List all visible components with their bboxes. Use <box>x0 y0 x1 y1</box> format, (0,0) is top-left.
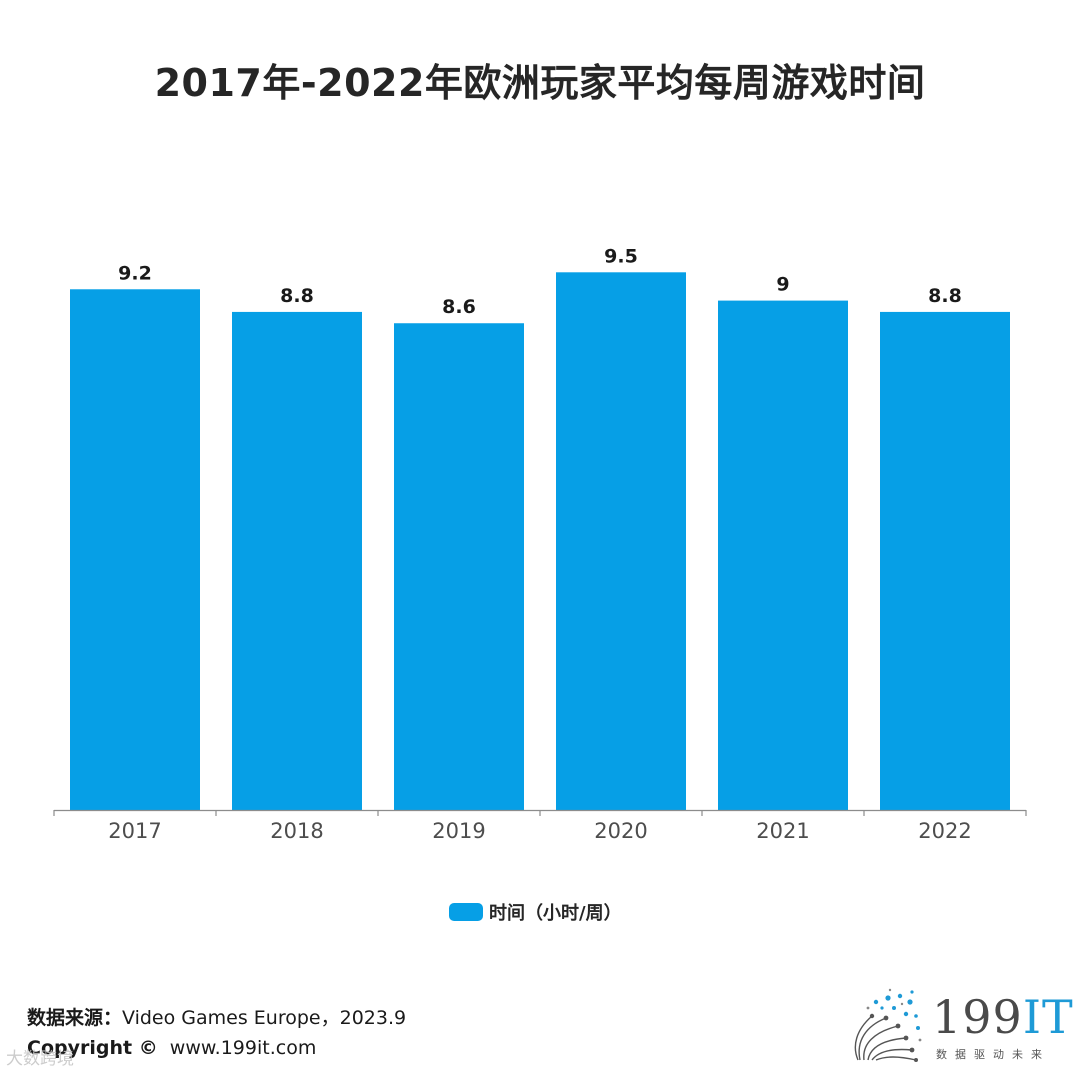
brand-logo: 199IT 数据驱动未来 <box>846 986 1073 1070</box>
x-tick-label-2019: 2019 <box>432 819 485 843</box>
logo-name-accent: IT <box>1022 990 1074 1044</box>
legend-swatch <box>449 903 483 921</box>
legend: 时间（小时/周） <box>449 898 622 926</box>
bar-2020 <box>556 272 686 810</box>
x-tick-label-2020: 2020 <box>594 819 647 843</box>
copyright-url[interactable]: www.199it.com <box>169 1037 317 1059</box>
bar-2021 <box>718 300 848 810</box>
logo-tagline: 数据驱动未来 <box>936 1048 1050 1061</box>
source-label: 数据来源： <box>27 1007 123 1029</box>
dandelion-dots-icon <box>854 988 922 1062</box>
bar-2018 <box>232 311 362 810</box>
copyright-label: Copyright © <box>27 1037 158 1059</box>
data-label-2018: 8.8 <box>280 285 314 307</box>
data-label-2021: 9 <box>776 274 789 296</box>
data-label-2017: 9.2 <box>118 262 152 284</box>
data-label-2019: 8.6 <box>442 296 476 318</box>
source-value: Video Games Europe，2023.9 <box>122 1007 407 1029</box>
logo-name-main: 199 <box>932 990 1023 1044</box>
x-tick-label-2017: 2017 <box>108 819 161 843</box>
x-tick-label-2021: 2021 <box>756 819 809 843</box>
bar-2019 <box>394 323 524 810</box>
copyright: Copyright © www.199it.com <box>27 1037 316 1059</box>
data-label-2020: 9.5 <box>604 245 638 267</box>
logo-name: 199IT <box>932 990 1074 1044</box>
x-tick-label-2022: 2022 <box>918 819 971 843</box>
legend-label: 时间（小时/周） <box>489 903 622 924</box>
bar-2022 <box>880 311 1010 810</box>
bar-2017 <box>70 289 200 810</box>
data-label-2022: 8.8 <box>928 285 962 307</box>
x-tick-label-2018: 2018 <box>270 819 323 843</box>
chart-title: 2017年-2022年欧洲玩家平均每周游戏时间 <box>154 61 926 105</box>
data-source: 数据来源：Video Games Europe，2023.9 <box>27 1003 406 1030</box>
watermark: 大数跨境 <box>6 1049 74 1069</box>
